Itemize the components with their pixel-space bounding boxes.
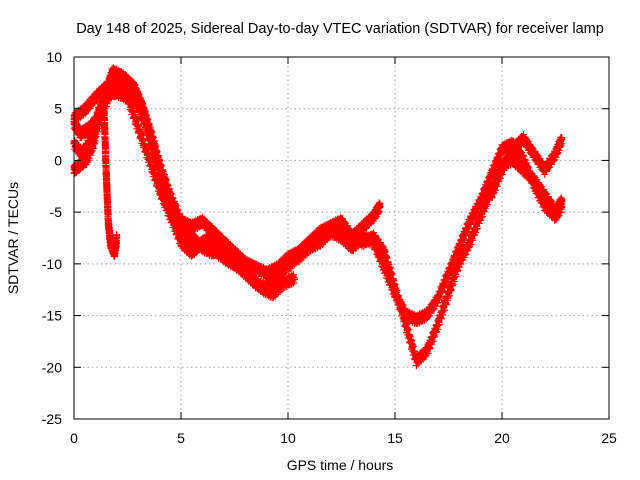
series-markers [263, 152, 566, 370]
y-tick-label: -20 [42, 359, 62, 375]
x-tick-label: 0 [70, 430, 78, 446]
axis-ticks: 0 5 10 15 20 25 -25 -20 -15 -10 -5 0 5 10 [42, 49, 617, 446]
series-sat-e [100, 100, 121, 261]
x-axis-label: GPS time / hours [287, 457, 394, 473]
x-tick-label: 10 [280, 430, 296, 446]
y-tick-label: -5 [50, 204, 63, 220]
x-tick-label: 25 [601, 430, 617, 446]
y-axis-label: SDTVAR / TECUs [5, 182, 21, 294]
series-sat-f [263, 152, 566, 370]
series-markers [284, 199, 384, 275]
y-tick-label: 10 [46, 49, 62, 65]
x-tick-label: 15 [387, 430, 403, 446]
series-sat-h [284, 199, 384, 275]
series-markers [100, 100, 121, 261]
x-tick-label: 20 [494, 430, 510, 446]
x-tick-label: 5 [177, 430, 185, 446]
y-tick-label: -15 [42, 308, 62, 324]
series-sat-i [487, 131, 566, 202]
series-markers [487, 131, 566, 202]
data-series [70, 64, 566, 370]
y-tick-label: 0 [54, 152, 62, 168]
plot-frame [73, 56, 610, 420]
y-tick-label: -25 [42, 411, 62, 427]
y-tick-label: 5 [54, 101, 62, 117]
y-tick-label: -10 [42, 256, 62, 272]
chart-title: Day 148 of 2025, Sidereal Day-to-day VTE… [76, 21, 604, 37]
